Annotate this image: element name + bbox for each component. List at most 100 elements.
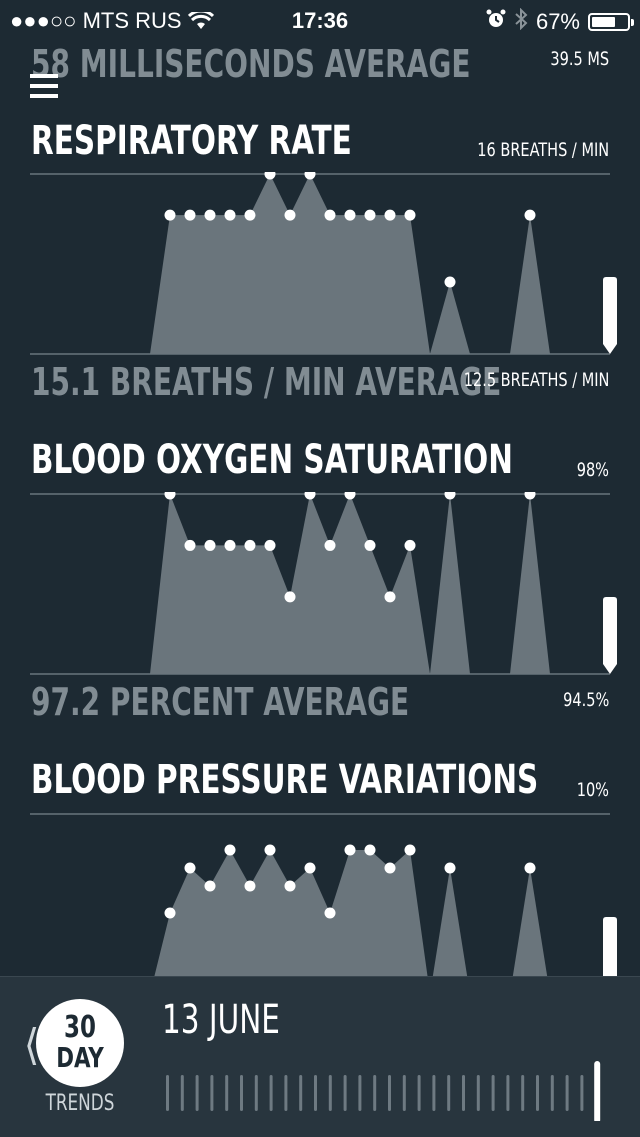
- battery-icon: [588, 13, 634, 31]
- chart-point: [184, 539, 196, 551]
- status-bar: ●●●○○ MTS RUS 17:36 67%: [0, 0, 640, 40]
- chart-point: [364, 844, 376, 856]
- chart-point: [404, 539, 416, 551]
- chart-area: [150, 494, 430, 674]
- hamburger-menu-icon[interactable]: [30, 74, 58, 104]
- chart-area: [430, 494, 470, 674]
- chart-point: [184, 862, 196, 874]
- chart-area: [150, 174, 430, 354]
- alarm-icon: [486, 9, 506, 35]
- chart-point: [304, 172, 316, 180]
- chart-point: [444, 862, 456, 874]
- chart-point: [324, 907, 336, 919]
- oxygen-high-value: 98%: [576, 459, 609, 481]
- chart-point: [284, 880, 296, 892]
- chart-point: [344, 492, 356, 500]
- chart-point: [444, 492, 456, 500]
- timeline-tick[interactable]: [180, 1075, 184, 1111]
- timeline-tick[interactable]: [388, 1075, 391, 1111]
- chart-point: [344, 209, 356, 221]
- section-title-blood-oxygen: BLOOD OXYGEN SATURATION: [31, 437, 513, 483]
- section-title-blood-pressure: BLOOD PRESSURE VARIATIONS: [31, 757, 539, 803]
- chart-point: [284, 591, 296, 603]
- timeline-tick[interactable]: [225, 1075, 229, 1111]
- chart-area: [510, 494, 550, 674]
- chart-point: [164, 492, 176, 500]
- timeline-tick[interactable]: [536, 1075, 539, 1111]
- timeline-tick[interactable]: [521, 1075, 525, 1111]
- bluetooth-icon: [514, 7, 528, 36]
- section-title-respiratory-rate: RESPIRATORY RATE: [31, 118, 352, 164]
- timeline-tick[interactable]: [373, 1075, 377, 1111]
- carrier-name: MTS RUS: [82, 8, 182, 33]
- chart-point: [204, 880, 216, 892]
- timeline-tick[interactable]: [328, 1075, 332, 1111]
- chart-point: [244, 209, 256, 221]
- timeline-tick[interactable]: [358, 1075, 362, 1111]
- trend-period-button[interactable]: 30 DAY: [36, 999, 124, 1087]
- chart-point: [224, 844, 236, 856]
- chart-point: [404, 844, 416, 856]
- timeline-tick[interactable]: [462, 1075, 465, 1111]
- chart-point: [324, 539, 336, 551]
- oxygen-average-label: 97.2 PERCENT AVERAGE: [31, 680, 410, 724]
- timeline-tick[interactable]: [476, 1075, 480, 1111]
- timeline-tick[interactable]: [166, 1075, 169, 1111]
- chart-point: [384, 209, 396, 221]
- timeline-tick[interactable]: [299, 1075, 303, 1111]
- today-marker[interactable]: [603, 277, 617, 354]
- timeline-tick[interactable]: [269, 1075, 273, 1111]
- timeline-tick[interactable]: [314, 1075, 317, 1111]
- respiratory-high-value: 16 BREATHS / MIN: [477, 139, 609, 161]
- timeline-tick[interactable]: [284, 1075, 288, 1111]
- chart-area: [510, 215, 550, 354]
- respiratory-low-value: 12.5 BREATHS / MIN: [463, 369, 609, 391]
- timeline-tick[interactable]: [417, 1075, 421, 1111]
- chart-point: [264, 172, 276, 180]
- chart-point: [264, 539, 276, 551]
- chart-point: [304, 492, 316, 500]
- today-marker[interactable]: [603, 597, 617, 674]
- chart-point: [524, 862, 536, 874]
- timeline-tick[interactable]: [402, 1075, 406, 1111]
- chart-point: [384, 862, 396, 874]
- chart-point: [364, 539, 376, 551]
- chart-point: [344, 844, 356, 856]
- timeline-tick[interactable]: [580, 1075, 584, 1111]
- timeline-tick[interactable]: [210, 1075, 214, 1111]
- selected-date: 13 JUNE: [162, 997, 280, 1043]
- chart-point: [244, 880, 256, 892]
- chart-area: [430, 282, 470, 354]
- respiratory-average-label: 15.1 BREATHS / MIN AVERAGE: [31, 360, 502, 404]
- timeline-tick[interactable]: [550, 1075, 554, 1111]
- battery-percent: 67%: [535, 9, 580, 34]
- respiratory-rate-chart[interactable]: [0, 172, 640, 356]
- chart-point: [204, 209, 216, 221]
- oxygen-low-value: 94.5%: [562, 689, 609, 711]
- timeline-tick[interactable]: [195, 1075, 199, 1111]
- chart-point: [324, 209, 336, 221]
- timeline-tick[interactable]: [254, 1075, 258, 1111]
- chart-point: [444, 276, 456, 288]
- timeline-selected-tick[interactable]: [594, 1061, 601, 1121]
- timeline-tick[interactable]: [565, 1075, 569, 1111]
- timeline-tick[interactable]: [506, 1075, 510, 1111]
- chart-point: [164, 907, 176, 919]
- timeline-tick[interactable]: [343, 1075, 347, 1111]
- pressure-high-value: 10%: [576, 779, 609, 801]
- timeline-tick[interactable]: [240, 1075, 243, 1111]
- previous-section-average: 58 MILLISECONDS AVERAGE: [31, 42, 471, 86]
- chart-point: [384, 591, 396, 603]
- timeline-tick[interactable]: [491, 1075, 495, 1111]
- day-timeline-scrubber[interactable]: [160, 1061, 620, 1121]
- chart-point: [304, 862, 316, 874]
- timeline-tick[interactable]: [432, 1075, 436, 1111]
- chart-point: [264, 844, 276, 856]
- blood-oxygen-chart[interactable]: [0, 492, 640, 676]
- chart-point: [244, 539, 256, 551]
- timeline-tick[interactable]: [447, 1075, 451, 1111]
- blood-pressure-chart[interactable]: [0, 812, 640, 996]
- chart-point: [364, 209, 376, 221]
- wifi-icon: [187, 8, 214, 33]
- today-marker[interactable]: [603, 917, 617, 994]
